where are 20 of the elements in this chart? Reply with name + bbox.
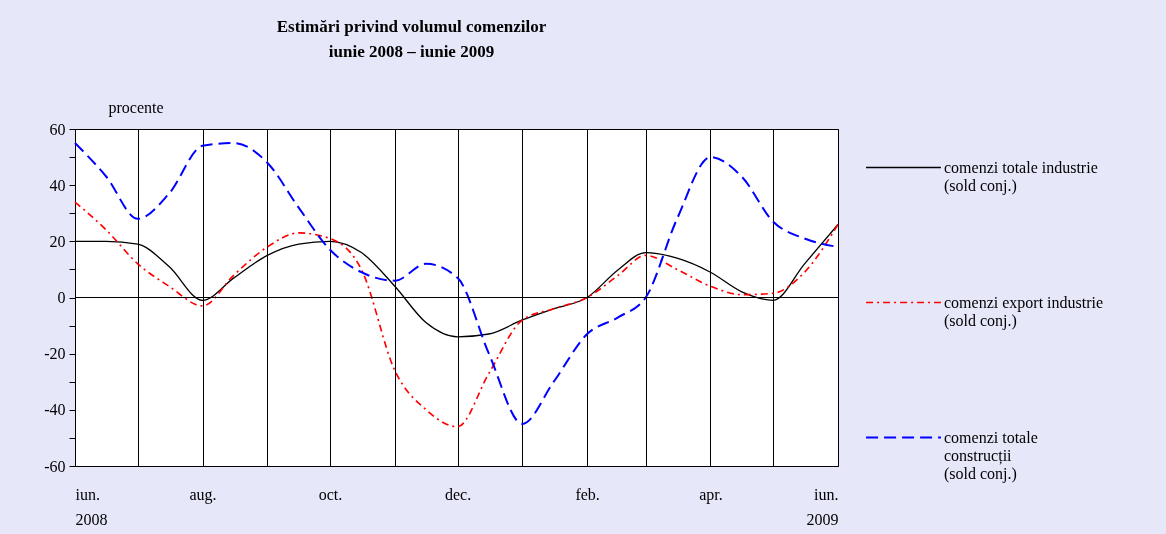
- chart-title: Estimări privind volumul comenzilor: [276, 17, 547, 36]
- y-tick-label: -60: [44, 457, 66, 475]
- legend-label: comenzi export industrie (sold conj.): [944, 293, 1104, 330]
- y-tick-label: 0: [57, 289, 66, 306]
- x-tick-label: apr.: [699, 485, 723, 504]
- x-tick-label: iun. 2009: [806, 485, 839, 528]
- x-tick-label: iun. 2008: [75, 485, 108, 528]
- chart-subtitle: iunie 2008 – iunie 2009: [328, 42, 495, 61]
- y-tick-label: 60: [49, 120, 66, 138]
- x-tick-label: aug.: [189, 485, 217, 504]
- y-tick-label: 40: [49, 176, 66, 194]
- y-tick-label: 20: [49, 232, 66, 250]
- legend-label: comenzi totale industrie (sold conj.): [944, 158, 1098, 195]
- x-tick-label: oct.: [318, 485, 343, 503]
- x-tick-label: feb.: [575, 485, 600, 503]
- y-tick-label: -20: [44, 345, 66, 363]
- y-axis-title: procente: [108, 98, 164, 117]
- legend-label: comenzi totale construcții (sold conj.): [944, 428, 1038, 483]
- x-tick-label: dec.: [444, 485, 472, 503]
- y-tick-label: -40: [44, 401, 66, 419]
